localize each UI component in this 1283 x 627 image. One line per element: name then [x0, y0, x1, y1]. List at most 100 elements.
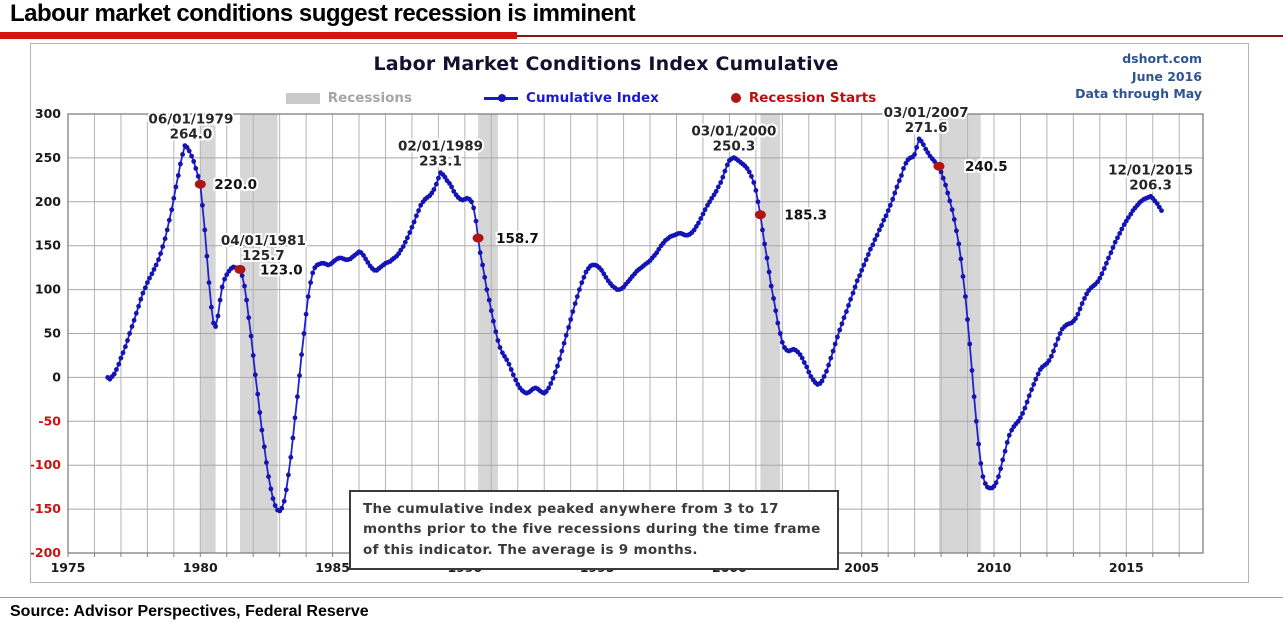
data-point — [552, 369, 558, 375]
data-point — [1159, 208, 1164, 214]
data-point — [1128, 211, 1134, 217]
data-point — [1121, 222, 1127, 228]
data-point — [925, 150, 931, 155]
data-point — [921, 142, 926, 148]
legend-label-recessions: Recessions — [327, 90, 413, 106]
data-point — [202, 227, 208, 233]
data-point — [561, 340, 567, 346]
data-point — [863, 257, 869, 263]
data-point — [400, 244, 406, 250]
data-point — [209, 304, 214, 310]
data-point — [166, 217, 172, 223]
peak-annotation-value: 233.1 — [419, 154, 462, 170]
data-point — [1026, 393, 1032, 399]
data-point — [396, 251, 402, 256]
data-point — [484, 287, 490, 292]
data-point — [956, 241, 962, 247]
legend-label-cumulative-index: Cumulative Index — [526, 90, 659, 106]
data-point — [700, 211, 706, 217]
data-point — [200, 202, 205, 208]
data-point — [255, 391, 261, 397]
data-point — [213, 324, 219, 329]
data-point — [1055, 336, 1061, 342]
peak-annotation-date: 03/01/2000 — [691, 124, 776, 140]
data-point — [1082, 296, 1087, 301]
data-point — [715, 184, 721, 190]
data-point — [153, 262, 159, 268]
data-point — [993, 480, 999, 486]
data-point — [579, 280, 585, 285]
data-point — [272, 503, 278, 508]
data-point — [976, 441, 981, 447]
data-point — [175, 173, 181, 178]
chart-title: Labor Market Conditions Index Cumulative — [373, 53, 839, 75]
data-point — [1079, 301, 1085, 306]
legend-label-recession-starts: Recession Starts — [748, 90, 877, 106]
data-point — [744, 166, 750, 171]
data-point — [363, 256, 368, 262]
data-point — [760, 227, 765, 233]
data-point — [599, 267, 604, 273]
x-axis-label: 2015 — [1109, 560, 1144, 575]
data-point — [133, 310, 139, 316]
data-point — [259, 427, 265, 433]
data-point — [850, 290, 856, 296]
data-point — [1015, 418, 1021, 424]
data-point — [219, 284, 225, 290]
data-point — [1115, 235, 1120, 241]
data-point — [436, 175, 441, 181]
data-point — [899, 173, 904, 178]
data-point — [982, 481, 988, 486]
data-point — [896, 178, 902, 184]
y-axis-label: 150 — [35, 238, 61, 253]
data-point — [918, 138, 924, 144]
data-point — [288, 454, 294, 460]
data-point — [583, 269, 589, 275]
data-point — [281, 498, 287, 504]
data-point — [303, 311, 309, 317]
data-point — [698, 216, 704, 221]
data-point — [548, 381, 554, 386]
data-point — [120, 350, 126, 356]
data-point — [295, 394, 300, 400]
data-point — [1049, 353, 1054, 359]
data-point — [206, 280, 212, 285]
data-point — [806, 369, 812, 375]
y-axis-label: 250 — [35, 150, 61, 165]
headline-underline-thick — [0, 32, 517, 39]
data-point — [724, 162, 730, 168]
data-point — [861, 262, 867, 268]
data-point — [773, 308, 779, 314]
legend-item-recession-starts: Recession Starts — [730, 90, 877, 106]
page-headline: Labour market conditions suggest recessi… — [10, 0, 636, 27]
data-point — [149, 271, 155, 277]
recession-band-swatch — [285, 92, 320, 104]
data-point — [239, 273, 245, 278]
data-point — [877, 227, 882, 233]
data-point — [482, 274, 488, 280]
peak-annotation-value: 250.3 — [713, 139, 756, 155]
data-point — [581, 274, 587, 280]
data-point — [546, 385, 552, 391]
legend-item-recessions: Recessions — [285, 90, 413, 106]
data-point — [601, 271, 607, 277]
data-point — [486, 297, 492, 303]
data-point — [114, 367, 119, 372]
data-point — [821, 374, 827, 379]
data-point — [164, 227, 170, 233]
data-point — [1077, 306, 1083, 312]
recession-start-dot-swatch — [730, 93, 741, 103]
data-point — [967, 341, 973, 347]
data-point — [299, 352, 304, 357]
data-point — [250, 353, 256, 358]
data-point — [694, 224, 699, 229]
data-point — [563, 332, 569, 338]
data-point — [244, 297, 250, 303]
data-point — [852, 284, 858, 290]
data-point — [1004, 440, 1010, 445]
data-point — [510, 372, 516, 378]
data-point — [543, 389, 549, 394]
data-point — [471, 205, 476, 211]
y-axis-label: -150 — [31, 501, 61, 516]
data-point — [301, 331, 307, 336]
